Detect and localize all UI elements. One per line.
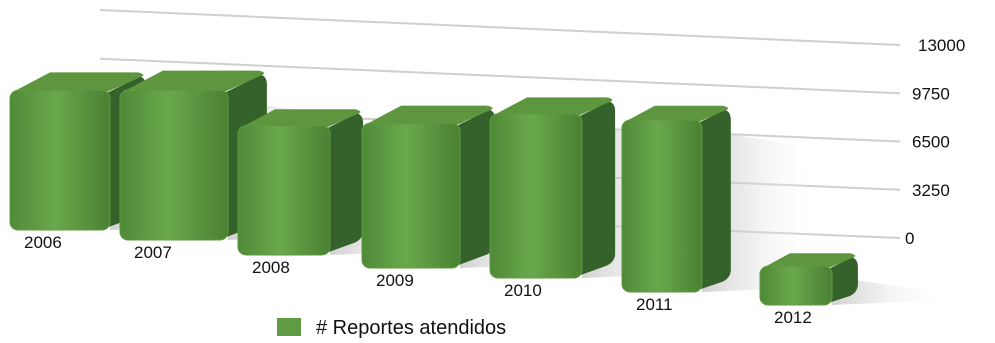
y-tick-label: 6500: [912, 133, 950, 152]
x-tick-label: 2011: [636, 295, 673, 314]
bar: [489, 113, 583, 279]
gridline: [99, 57, 901, 95]
bar: [119, 89, 229, 241]
bar-shadow: [702, 130, 821, 292]
bar-top: [368, 105, 493, 126]
x-tick-label: 2009: [376, 271, 414, 290]
x-tick-label: 2008: [252, 258, 290, 277]
bar-side: [324, 113, 364, 253]
bar: [759, 265, 833, 306]
bar: [9, 89, 111, 231]
y-axis-ticks: 13000 9750 6500 3250 0: [905, 36, 965, 248]
bar-top: [126, 70, 265, 93]
bar-top: [496, 97, 613, 116]
x-tick-label: 2007: [134, 243, 172, 262]
x-tick-label: 2006: [24, 233, 62, 252]
x-tick-label: 2012: [774, 308, 812, 327]
bar-top: [766, 253, 856, 269]
y-tick-label: 9750: [912, 84, 950, 103]
bar-side: [696, 109, 731, 290]
bar-side: [576, 101, 616, 276]
bar-top: [244, 109, 361, 128]
bar: [237, 125, 331, 256]
legend-label: # Reportes atendidos: [316, 317, 506, 339]
bar-top: [16, 72, 144, 93]
x-tick-label: 2010: [504, 281, 542, 300]
bar: [621, 119, 703, 293]
y-tick-label: 3250: [912, 181, 950, 200]
bar-side: [454, 109, 496, 266]
y-tick-label: 13000: [918, 36, 965, 55]
legend-swatch: [277, 318, 301, 336]
bar-side: [826, 257, 858, 303]
gridline: [99, 9, 901, 46]
bar-top: [628, 105, 729, 123]
bar: [361, 122, 461, 269]
legend: # Reportes atendidos: [277, 317, 506, 339]
bars: [9, 70, 858, 306]
y-tick-label: 0: [905, 229, 914, 248]
x-axis-labels: 2006 2007 2008 2009 2010 2011 2012: [24, 233, 812, 327]
bar-shadow: [832, 276, 948, 305]
